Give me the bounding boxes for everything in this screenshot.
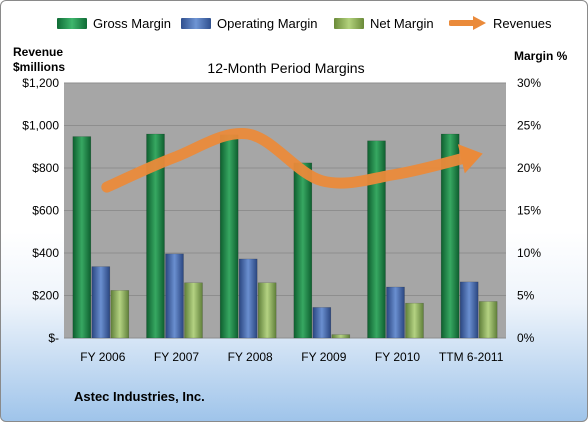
x-tick-label: FY 2006 [80,350,125,364]
left-axis-title-line2: $millions [13,60,66,74]
bar-net-margin [110,290,130,339]
bar-operating-margin [238,258,258,339]
left-tick-label: $800 [32,161,59,175]
bar-operating-margin [165,253,184,339]
legend-swatch-gross [57,17,87,29]
bar-net-margin [405,302,424,339]
left-tick-label: $400 [32,246,59,260]
left-tick-label: $600 [32,204,59,218]
right-tick-label: 15% [517,204,541,218]
right-axis-title: Margin % [514,49,568,63]
legend-label-operating: Operating Margin [217,15,318,31]
right-tick-label: 20% [517,161,541,175]
left-tick-label: $200 [32,289,59,303]
bar-operating-margin [312,307,332,339]
legend-label-revenues: Revenues [493,15,552,31]
revenues-arrowhead [457,144,483,174]
bar-gross-margin [367,140,386,339]
chart-title: 12-Month Period Margins [207,60,364,76]
right-tick-label: 30% [517,76,541,90]
revenues-line [101,127,473,193]
legend-revenues: Revenues [449,15,552,31]
bar-net-margin [478,301,498,339]
x-tick-label: TTM 6-2011 [439,350,504,364]
legend-label-net: Net Margin [370,15,434,31]
bar-operating-margin [459,281,479,339]
x-tick-label: FY 2007 [154,350,199,364]
x-tick-label: FY 2009 [301,350,346,364]
right-tick-label: 10% [517,246,541,260]
legend-gross-margin: Gross Margin [57,15,171,31]
legend-arrow-icon [449,16,486,30]
company-name: Astec Industries, Inc. [74,389,205,404]
bar-net-margin [184,282,203,339]
legend-swatch-net [334,17,364,29]
x-tick-label: FY 2010 [375,350,420,364]
bar-operating-margin [386,286,405,339]
right-tick-label: 25% [517,119,541,133]
bar-net-margin [257,282,277,339]
left-tick-label: $1,200 [22,76,59,90]
bar-gross-margin [219,134,239,339]
bar-gross-margin [146,133,165,339]
right-tick-label: 5% [517,289,535,303]
bar-gross-margin [72,136,92,339]
left-axis-title-line1: Revenue [13,45,64,59]
legend-operating-margin: Operating Margin [181,15,317,31]
bar-gross-margin [440,133,460,339]
legend-label-gross: Gross Margin [93,15,172,31]
left-axis-title: Revenue $millions [13,45,65,75]
left-tick-label: $- [48,331,59,345]
legend-swatch-operating [181,17,211,29]
left-tick-label: $1,000 [22,119,59,133]
bar-net-margin [331,334,351,339]
x-tick-label: FY 2008 [228,350,273,364]
bar-gross-margin [293,162,313,339]
right-tick-label: 0% [517,331,535,345]
bar-operating-margin [91,266,111,339]
legend-net-margin: Net Margin [334,15,434,31]
